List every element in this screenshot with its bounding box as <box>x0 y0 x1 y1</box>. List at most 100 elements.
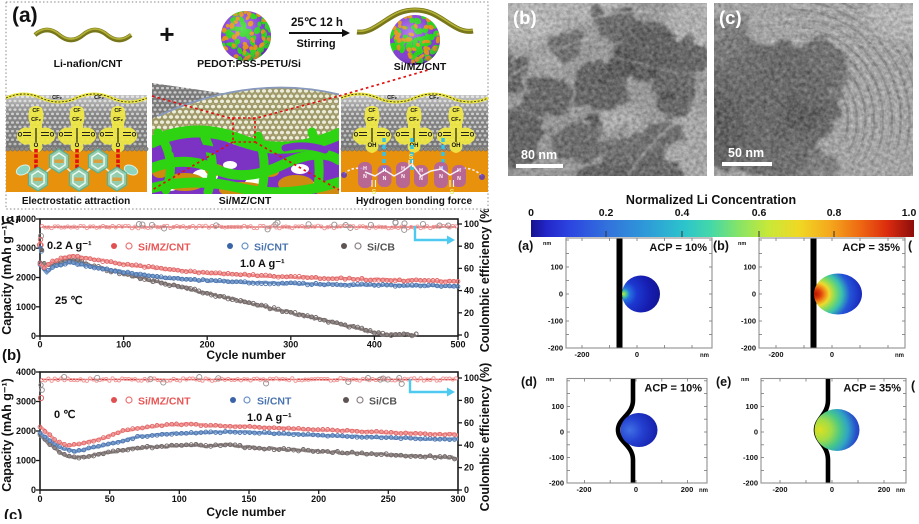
svg-text:O: O <box>132 133 137 139</box>
svg-text:(a): (a) <box>1 209 19 226</box>
svg-text:(b): (b) <box>513 7 537 28</box>
svg-text:Si/MZ/CNT: Si/MZ/CNT <box>219 195 272 207</box>
svg-text:200: 200 <box>311 494 326 504</box>
svg-text:100: 100 <box>464 373 479 383</box>
svg-text:O: O <box>386 133 391 139</box>
svg-text:(e): (e) <box>716 375 731 389</box>
svg-text:ACP = 10%: ACP = 10% <box>644 383 702 395</box>
svg-text:0: 0 <box>464 330 469 340</box>
svg-text:(c): (c) <box>719 7 742 28</box>
svg-text:0: 0 <box>830 485 834 494</box>
svg-text:100: 100 <box>743 263 756 272</box>
svg-text:N: N <box>419 176 423 182</box>
svg-text:Si/CB: Si/CB <box>367 242 395 254</box>
svg-text:Hydrogen bonding force: Hydrogen bonding force <box>356 196 473 207</box>
svg-text:0: 0 <box>37 340 42 350</box>
svg-text:O: O <box>470 133 475 139</box>
svg-text:nm: nm <box>543 241 551 247</box>
svg-text:0.8: 0.8 <box>827 207 842 219</box>
svg-text:40: 40 <box>464 286 474 296</box>
svg-text:(: ( <box>911 379 916 393</box>
svg-text:0: 0 <box>31 331 36 341</box>
svg-text:0: 0 <box>464 485 469 495</box>
svg-text:80: 80 <box>464 241 474 251</box>
svg-text:OH: OH <box>452 143 461 149</box>
svg-text:Li-nafion/CNT: Li-nafion/CNT <box>54 58 123 70</box>
svg-text:CF₂: CF₂ <box>429 95 439 101</box>
svg-text:N: N <box>383 176 387 182</box>
svg-text:100: 100 <box>172 494 187 504</box>
svg-text:Coulombic efficiency (%: Coulombic efficiency (% <box>478 208 492 352</box>
svg-text:S: S <box>372 189 377 196</box>
svg-text:Capacity (mAh g⁻¹): Capacity (mAh g⁻¹) <box>0 378 14 492</box>
svg-text:O: O <box>438 133 443 139</box>
svg-text:(b): (b) <box>713 239 729 253</box>
svg-text:nm: nm <box>741 377 749 383</box>
svg-text:Si/MZ/CNT: Si/MZ/CNT <box>138 242 191 254</box>
svg-text:-200: -200 <box>574 350 589 359</box>
svg-text:-200: -200 <box>548 344 563 353</box>
svg-text:50: 50 <box>105 494 115 504</box>
svg-text:OH: OH <box>368 143 377 149</box>
svg-text:O: O <box>18 133 23 139</box>
svg-text:(c): (c) <box>4 507 22 519</box>
svg-text:0: 0 <box>634 485 638 494</box>
svg-text:250: 250 <box>381 494 396 504</box>
svg-text:-100: -100 <box>741 317 756 326</box>
svg-text:1000: 1000 <box>16 456 36 466</box>
svg-text:2000: 2000 <box>16 426 36 436</box>
svg-text:-200: -200 <box>772 485 787 494</box>
svg-text:CF: CF <box>368 108 376 114</box>
svg-text:CF₂: CF₂ <box>451 117 461 123</box>
svg-text:O: O <box>396 133 401 139</box>
svg-text:(a): (a) <box>12 4 38 27</box>
svg-text:1.0: 1.0 <box>902 207 917 219</box>
svg-text:Coulombic efficiency (%): Coulombic efficiency (%) <box>478 363 492 512</box>
svg-text:-100: -100 <box>549 453 564 462</box>
svg-text:0.4: 0.4 <box>675 207 690 219</box>
svg-text:1.0 A g⁻¹: 1.0 A g⁻¹ <box>247 412 292 424</box>
svg-text:-100: -100 <box>743 453 758 462</box>
svg-text:O: O <box>354 133 359 139</box>
svg-text:0.6: 0.6 <box>752 207 767 219</box>
svg-text:Electrostatic attraction: Electrostatic attraction <box>22 196 130 207</box>
svg-text:3000: 3000 <box>16 243 36 253</box>
svg-text:0: 0 <box>635 350 639 359</box>
svg-text:N: N <box>363 174 367 180</box>
svg-text:Cycle number: Cycle number <box>206 505 286 519</box>
svg-text:60: 60 <box>464 418 474 428</box>
svg-text:CF₂: CF₂ <box>387 95 397 101</box>
svg-text:CF₂: CF₂ <box>367 117 377 123</box>
svg-text:H: H <box>363 166 367 172</box>
svg-text:-200: -200 <box>743 479 758 488</box>
svg-text:Si/MZ/CNT: Si/MZ/CNT <box>394 61 447 73</box>
svg-text:CF₂: CF₂ <box>52 95 62 101</box>
svg-text:400: 400 <box>367 340 382 350</box>
svg-text:0: 0 <box>752 290 756 299</box>
svg-text:0: 0 <box>37 494 42 504</box>
svg-text:Capacity (mAh g⁻¹): Capacity (mAh g⁻¹) <box>0 221 14 335</box>
svg-text:100: 100 <box>745 402 758 411</box>
svg-text:O: O <box>91 133 96 139</box>
svg-text:25 ℃: 25 ℃ <box>55 295 83 307</box>
svg-text:Normalized Li Concentration: Normalized Li Concentration <box>626 193 796 207</box>
svg-text:Si/CNT: Si/CNT <box>257 396 292 408</box>
svg-text:0.2: 0.2 <box>599 207 614 219</box>
svg-text:Si/CB: Si/CB <box>369 396 397 408</box>
svg-text:0.2 A g⁻¹: 0.2 A g⁻¹ <box>47 240 92 252</box>
svg-text:O: O <box>428 133 433 139</box>
svg-text:H: H <box>457 168 461 174</box>
svg-text:Cycle number: Cycle number <box>206 348 286 362</box>
svg-text:0: 0 <box>560 428 564 437</box>
svg-text:150: 150 <box>241 494 256 504</box>
svg-text:-200: -200 <box>549 479 564 488</box>
svg-text:Si/MZ/CNT: Si/MZ/CNT <box>138 396 191 408</box>
svg-text:Stirring: Stirring <box>296 38 335 50</box>
svg-text:1000: 1000 <box>16 302 36 312</box>
svg-text:+: + <box>159 19 174 49</box>
svg-text:0 ℃: 0 ℃ <box>54 409 76 421</box>
svg-text:-100: -100 <box>548 317 563 326</box>
svg-text:25℃ 12 h: 25℃ 12 h <box>291 16 343 29</box>
svg-text:N: N <box>439 174 443 180</box>
svg-text:(a): (a) <box>518 239 533 253</box>
